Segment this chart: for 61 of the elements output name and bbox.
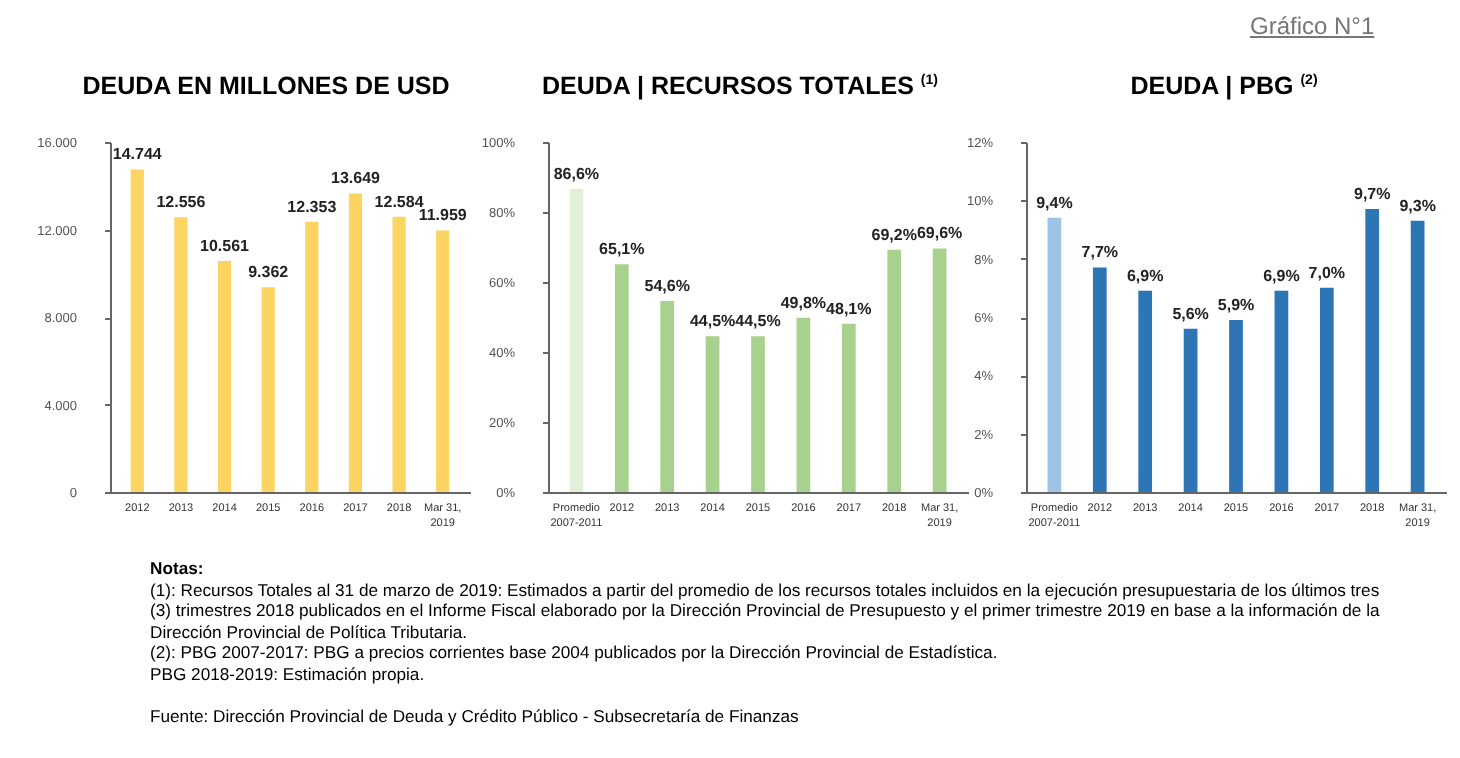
data-label: 7,0%	[1308, 263, 1346, 282]
chart-title: DEUDA | PBG $^{(2)}$	[1128, 72, 1320, 100]
bar	[1047, 217, 1062, 492]
bar	[569, 188, 584, 492]
text: Notas:	[150, 558, 206, 580]
text: Gráfico N°1	[1250, 12, 1375, 40]
data-label: 9,3%	[1399, 196, 1436, 215]
bar	[348, 193, 363, 492]
bar	[130, 169, 144, 492]
data-label: 54,6%	[644, 276, 690, 295]
bar	[174, 217, 188, 492]
text: (1): Recursos Totales al 31 de marzo de 2019: Estimados a partir del promedio de los recursos totales incluidos en la ejecución presupuestaria de los últimos tres (3) trimestres 2018 publicados en el Informe Fiscal elaborado por la Dirección Provincial de Presupuesto y el primer trimestre 2019 en base a la información de la Dirección Provincial de Política Tributaria.	[150, 579, 1380, 643]
bar	[1183, 328, 1198, 492]
text: (2): PBG 2007-2017: PBG a precios corrientes base 2004 publicados por la Dirección Provincial de Estadística.	[150, 642, 1000, 664]
bar	[1319, 287, 1334, 492]
data-label: 12.556	[156, 193, 207, 212]
data-label: 5,6%	[1172, 304, 1209, 323]
data-label: 6,9%	[1126, 266, 1164, 285]
chart-title: DEUDA | RECURSOS TOTALES $^{(1)}$	[540, 72, 940, 100]
bar	[1229, 319, 1243, 492]
bar	[1410, 220, 1425, 492]
bar	[887, 249, 902, 492]
bar	[614, 264, 629, 492]
data-label: 49,8%	[780, 293, 827, 312]
bar	[705, 336, 720, 492]
data-label: 44,5%	[689, 312, 736, 331]
text: PBG 2018-2019: Estimación propia.	[150, 663, 427, 686]
data-label: 13.649	[330, 169, 382, 188]
data-label: 10.561	[200, 236, 251, 255]
bar	[796, 317, 811, 492]
bar	[660, 300, 675, 492]
bar	[392, 216, 406, 492]
chart-title: DEUDA EN MILLONES DE USD	[80, 72, 452, 100]
data-label: 69,6%	[916, 224, 963, 243]
bar	[436, 230, 450, 492]
data-label: 69,2%	[871, 225, 917, 244]
bar	[261, 287, 275, 492]
bar	[1092, 267, 1107, 492]
bar	[1138, 290, 1153, 492]
bar	[1365, 209, 1380, 492]
data-label: 48,1%	[826, 299, 872, 318]
data-label: 9,4%	[1036, 193, 1073, 212]
source-note: Fuente: Dirección Provincial de Deuda y Crédito Público - Subsecretaría de Finanzas	[150, 705, 801, 727]
bar	[1274, 290, 1289, 492]
data-label: 12.353	[287, 197, 338, 216]
bar	[841, 323, 856, 492]
data-label: 9,7%	[1353, 185, 1391, 204]
data-label: 9.362	[248, 263, 290, 282]
bar	[751, 336, 765, 492]
data-label: 5,9%	[1217, 295, 1255, 314]
bar	[932, 248, 947, 492]
data-label: 14.744	[112, 145, 163, 164]
data-label: 11.959	[418, 206, 468, 225]
data-label: 65,1%	[599, 240, 645, 259]
data-label: 6,9%	[1263, 266, 1300, 285]
data-label: 86,6%	[553, 164, 600, 183]
bar	[305, 221, 319, 492]
bar	[217, 260, 232, 492]
data-label: 44,5%	[735, 312, 781, 331]
data-label: 12.584	[374, 192, 425, 211]
data-label: 7,7%	[1081, 243, 1119, 262]
